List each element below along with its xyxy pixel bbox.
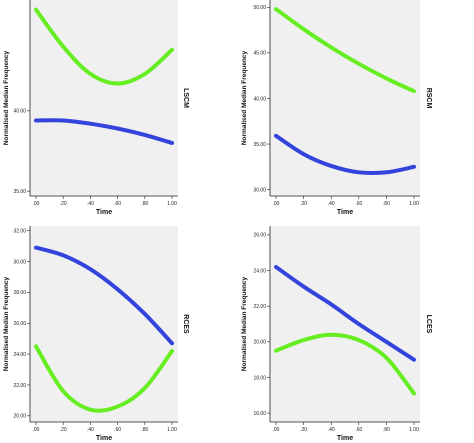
y-tick-label: 28.00 bbox=[13, 290, 26, 296]
series-line-green bbox=[34, 7, 174, 86]
x-tick-label: 1.00 bbox=[409, 427, 419, 433]
y-axis-title: Normalised Median Frequency bbox=[241, 276, 248, 371]
x-tick-label: .00 bbox=[273, 427, 280, 433]
y-tick-label: 20.00 bbox=[253, 340, 266, 346]
x-tick-label: .80 bbox=[141, 201, 148, 207]
x-tick-label: .40 bbox=[87, 427, 94, 433]
x-tick-label: .00 bbox=[33, 201, 40, 207]
y-tick-label: 40.00 bbox=[13, 109, 26, 115]
series-line-green bbox=[34, 344, 174, 413]
x-tick-label: .40 bbox=[87, 201, 94, 207]
x-tick-label: .00 bbox=[33, 427, 40, 433]
x-tick-label: .80 bbox=[383, 201, 390, 207]
chart-panel-lces: .00 .20 .40 .60 .80 1.00 16.00 18.00 20.00 22.00 2… bbox=[241, 226, 432, 442]
panel-label: LSCM bbox=[182, 88, 189, 108]
chart-panel-rscm: .00 .20 .40 .60 .80 1.00 30.00 35.00 40.00 45.00 5… bbox=[241, 0, 432, 216]
y-axis-title: Normalised Median Frequency bbox=[3, 276, 10, 371]
y-tick-label: 26.00 bbox=[253, 233, 266, 239]
y-tick-label: 35.00 bbox=[13, 189, 26, 195]
y-tick-label: 22.00 bbox=[253, 304, 266, 310]
y-tick-label: 20.00 bbox=[13, 414, 26, 420]
x-tick-label: .00 bbox=[273, 201, 280, 207]
panel-label: LCES bbox=[425, 315, 432, 334]
chart-panel-rces: .00 .20 .40 .60 .80 1.00 20.00 22.00 24.00 26.00 2… bbox=[3, 226, 189, 442]
series-line-green bbox=[274, 332, 416, 396]
x-tick-label: 1.00 bbox=[167, 201, 177, 207]
panel-label: RSCM bbox=[425, 88, 432, 109]
series-line-blue bbox=[274, 264, 416, 362]
y-axis-title: Normalised Median Frequency bbox=[241, 50, 248, 145]
x-tick-label: .20 bbox=[60, 427, 67, 433]
y-tick-label: 24.00 bbox=[253, 268, 266, 274]
x-tick-label: .60 bbox=[114, 427, 121, 433]
y-tick-label: 45.00 bbox=[253, 51, 266, 57]
x-tick-label: .60 bbox=[355, 427, 362, 433]
x-tick-label: .40 bbox=[328, 201, 335, 207]
x-tick-label: .60 bbox=[114, 201, 121, 207]
x-tick-label: .20 bbox=[60, 201, 67, 207]
x-tick-label: .60 bbox=[355, 201, 362, 207]
series-line-blue bbox=[34, 245, 174, 346]
y-tick-label: 22.00 bbox=[13, 383, 26, 389]
y-tick-label: 30.00 bbox=[253, 187, 266, 193]
y-tick-label: 35.00 bbox=[253, 142, 266, 148]
x-axis-title: Time bbox=[337, 435, 353, 442]
x-tick-label: 1.00 bbox=[409, 201, 419, 207]
y-tick-label: 18.00 bbox=[253, 375, 266, 381]
y-tick-label: 26.00 bbox=[13, 321, 26, 327]
x-tick-label: .20 bbox=[300, 201, 307, 207]
series-line-blue bbox=[274, 133, 416, 176]
x-tick-label: .40 bbox=[328, 427, 335, 433]
y-tick-label: 16.00 bbox=[253, 411, 266, 417]
x-axis-title: Time bbox=[337, 209, 353, 216]
x-tick-label: .80 bbox=[383, 427, 390, 433]
plot-area bbox=[270, 0, 420, 196]
y-axis-title: Normalised Median Frequency bbox=[3, 50, 10, 145]
x-axis-title: Time bbox=[96, 435, 112, 442]
x-tick-label: .80 bbox=[141, 427, 148, 433]
x-tick-label: .20 bbox=[300, 427, 307, 433]
x-axis-title: Time bbox=[96, 209, 112, 216]
y-tick-label: 30.00 bbox=[13, 259, 26, 265]
plot-area bbox=[270, 226, 420, 422]
x-tick-label: 1.00 bbox=[167, 427, 177, 433]
y-tick-label: 40.00 bbox=[253, 96, 266, 102]
panel-label: RCES bbox=[182, 314, 189, 334]
y-tick-label: 50.00 bbox=[253, 5, 266, 11]
series-line-green bbox=[274, 7, 416, 94]
series-line-blue bbox=[34, 118, 174, 145]
chart-panel-lscm: .00 .20 .40 .60 .80 1.00 35.00 40.00 Time Normali… bbox=[3, 0, 189, 216]
y-tick-label: 24.00 bbox=[13, 352, 26, 358]
y-tick-label: 32.00 bbox=[13, 228, 26, 234]
